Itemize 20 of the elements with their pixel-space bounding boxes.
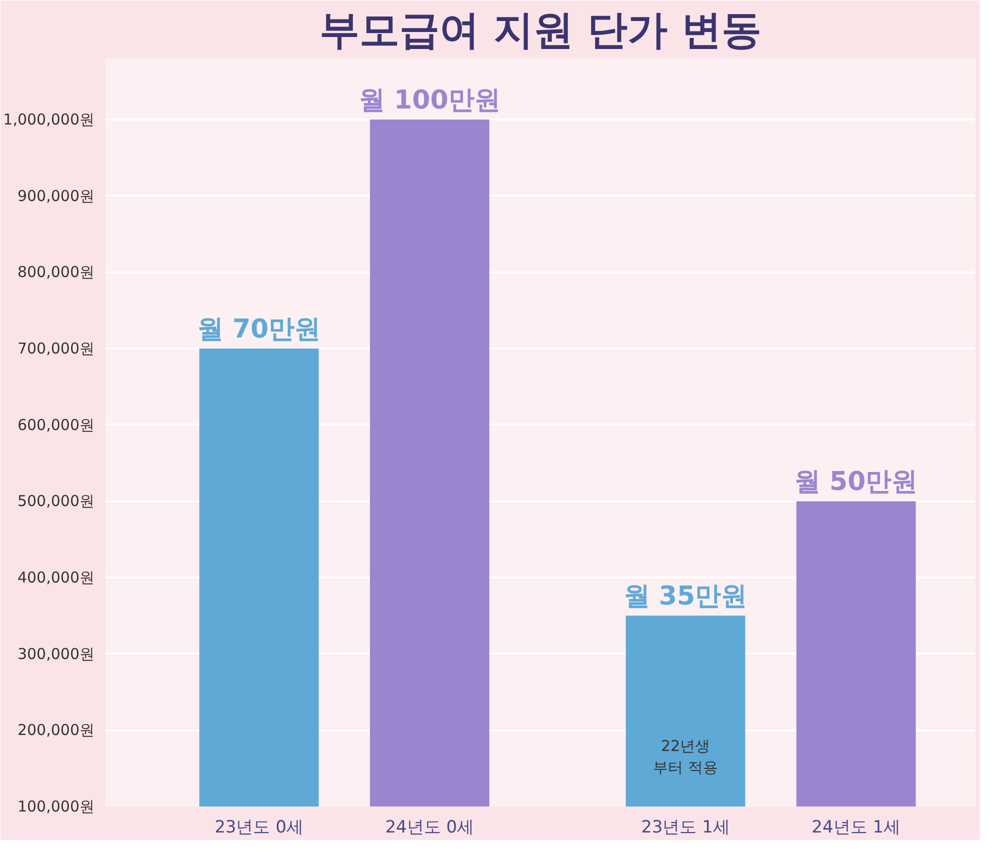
data-label: 월 100만원	[358, 86, 500, 116]
y-tick-label: 700,000원	[17, 340, 94, 358]
data-label: 월 35만원	[624, 582, 748, 612]
data-label: 월 70만원	[197, 314, 321, 345]
y-tick-label: 300,000원	[17, 644, 94, 663]
y-tick-label: 200,000원	[17, 721, 94, 740]
y-tick-label: 500,000원	[17, 492, 94, 510]
y-tick-label: 600,000원	[17, 416, 94, 434]
x-tick-label: 23년도 0세	[214, 818, 304, 838]
y-tick-label: 900,000원	[17, 186, 94, 205]
chart-title: 부모급여 지원 단가 변동	[320, 8, 762, 54]
y-tick-label: 100,000원	[17, 798, 94, 816]
data-label: 월 50만원	[794, 467, 918, 498]
y-tick-label: 1,000,000원	[3, 110, 95, 129]
x-tick-label: 24년도 1세	[812, 818, 901, 838]
x-tick-label: 24년도 0세	[385, 818, 474, 838]
y-tick-label: 800,000원	[17, 263, 94, 282]
annotation: 22년생 부터 적용	[653, 736, 718, 776]
x-tick-label: 23년도 1세	[641, 818, 730, 838]
y-tick-label: 400,000원	[17, 568, 94, 587]
